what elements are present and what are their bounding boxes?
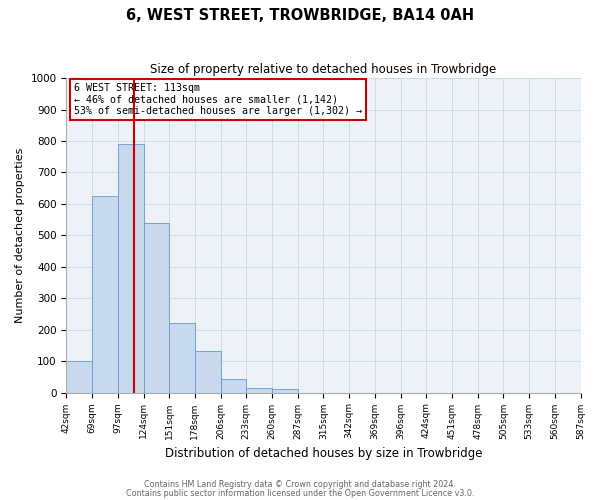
- Y-axis label: Number of detached properties: Number of detached properties: [15, 148, 25, 323]
- Text: 6 WEST STREET: 113sqm
← 46% of detached houses are smaller (1,142)
53% of semi-d: 6 WEST STREET: 113sqm ← 46% of detached …: [74, 83, 362, 116]
- X-axis label: Distribution of detached houses by size in Trowbridge: Distribution of detached houses by size …: [165, 447, 482, 460]
- Text: Contains public sector information licensed under the Open Government Licence v3: Contains public sector information licen…: [126, 488, 474, 498]
- Bar: [118, 144, 143, 392]
- Bar: [143, 222, 169, 392]
- Text: Contains HM Land Registry data © Crown copyright and database right 2024.: Contains HM Land Registry data © Crown c…: [144, 480, 456, 489]
- Bar: [247, 388, 272, 392]
- Bar: [67, 361, 92, 392]
- Bar: [195, 351, 221, 393]
- Title: Size of property relative to detached houses in Trowbridge: Size of property relative to detached ho…: [151, 62, 497, 76]
- Bar: [272, 390, 298, 392]
- Bar: [169, 324, 195, 392]
- Bar: [92, 196, 118, 392]
- Text: 6, WEST STREET, TROWBRIDGE, BA14 0AH: 6, WEST STREET, TROWBRIDGE, BA14 0AH: [126, 8, 474, 22]
- Bar: [221, 380, 247, 392]
